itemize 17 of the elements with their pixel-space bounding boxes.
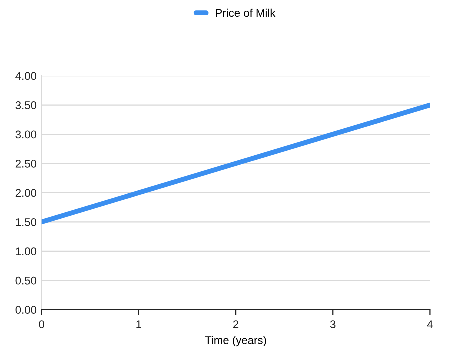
y-tick-label: 3.50 — [16, 102, 37, 110]
x-tick-label: 2 — [233, 320, 239, 328]
y-tick-label: 1.50 — [16, 218, 37, 226]
y-tick-label: 2.50 — [16, 160, 37, 168]
y-tick-label: 1.00 — [16, 248, 37, 256]
y-tick-label: 0.50 — [16, 276, 37, 285]
x-tick-label: 3 — [330, 320, 336, 328]
x-tick-label: 1 — [136, 320, 142, 328]
line-series — [42, 102, 430, 225]
y-tick-label: 2.00 — [16, 189, 37, 198]
y-tick-label: 4.00 — [16, 72, 37, 80]
x-tick-label: 4 — [427, 320, 433, 328]
legend-label: Price of Milk — [216, 8, 276, 18]
x-tick-label: 0 — [39, 320, 45, 328]
x-axis-title: Time (years) — [205, 336, 266, 347]
y-tick-label: 3.00 — [16, 130, 37, 139]
y-tick-label: 0.00 — [16, 306, 37, 314]
